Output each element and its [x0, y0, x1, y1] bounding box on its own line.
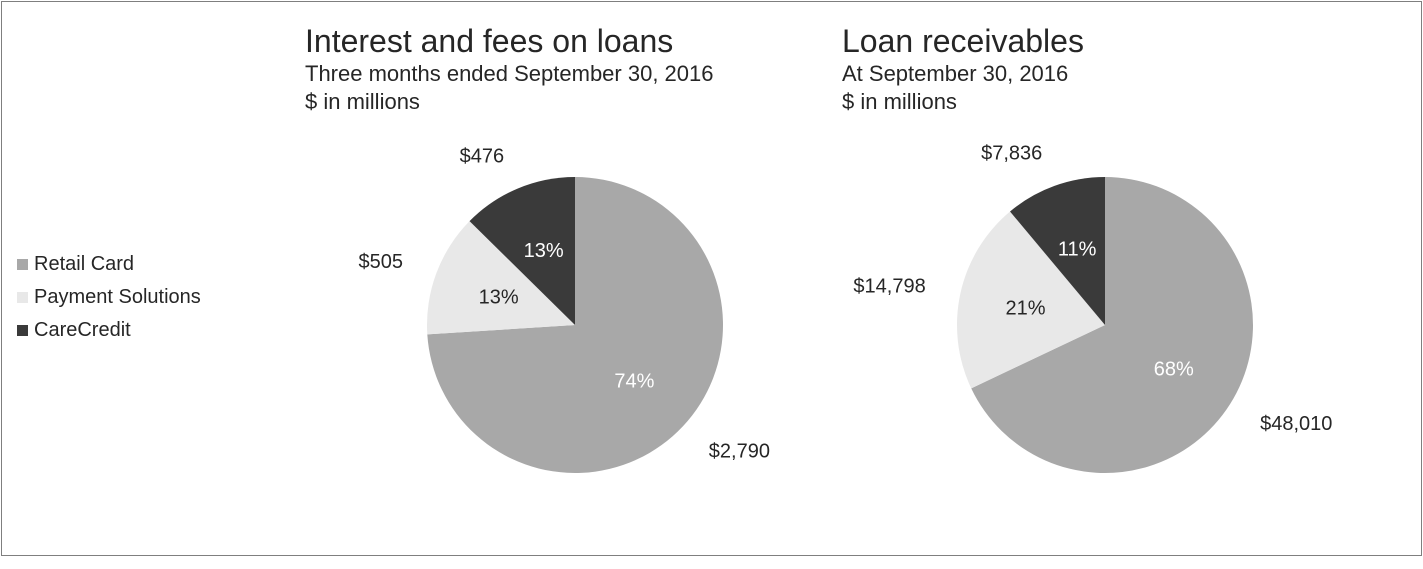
chart2-title: Loan receivables — [842, 23, 1084, 59]
pie-percent-label-carecredit: 11% — [1058, 239, 1097, 261]
pie-percent-label-retail-card: 74% — [614, 371, 654, 393]
pie-value-label-carecredit: $476 — [460, 146, 505, 168]
chart2-units-label: $ in millions — [842, 89, 957, 114]
pie-value-label-retail-card: $48,010 — [1260, 413, 1332, 435]
pie-value-label-payment-solutions: $14,798 — [853, 276, 925, 298]
legend-item-payment-solutions: Payment Solutions — [17, 281, 201, 314]
pie-value-label-payment-solutions: $505 — [359, 251, 404, 273]
legend-swatch-icon — [17, 292, 28, 303]
pie-percent-label-carecredit: 13% — [524, 240, 564, 262]
chart1-subtitle: Three months ended September 30, 2016 — [305, 61, 714, 86]
pie-slice-retail-card — [427, 177, 723, 474]
legend-swatch-icon — [17, 259, 28, 270]
chart2-subtitle: At September 30, 2016 — [842, 61, 1069, 86]
chart1-units-label: $ in millions — [305, 89, 420, 114]
pie-value-label-retail-card: $2,790 — [709, 441, 770, 463]
pie-percent-label-payment-solutions: 13% — [479, 287, 519, 309]
legend-item-carecredit: CareCredit — [17, 314, 201, 347]
legend-item-label: CareCredit — [34, 319, 131, 341]
pie-slice-payment-solutions — [426, 221, 575, 335]
pie-interest-and-fees-on-loans: 74% $2,790 13% $505 13% $476 — [359, 146, 770, 474]
chart1-header: Interest and fees on loans Three months … — [305, 22, 714, 116]
pie-slice-carecredit — [469, 177, 575, 325]
legend: Retail Card Payment Solutions CareCredit — [17, 248, 201, 347]
pie-percent-label-payment-solutions: 21% — [1005, 298, 1045, 320]
legend-item-label: Payment Solutions — [34, 286, 201, 308]
legend-swatch-icon — [17, 325, 28, 336]
pie-value-label-carecredit: $7,836 — [981, 143, 1042, 165]
legend-item-retail-card: Retail Card — [17, 248, 201, 281]
pie-loan-receivables: 68% $48,010 21% $14,798 11% $7,836 — [853, 143, 1332, 473]
pie-percent-label-retail-card: 68% — [1154, 359, 1194, 381]
chart1-title: Interest and fees on loans — [305, 23, 674, 59]
pie-slice-payment-solutions — [956, 211, 1105, 389]
legend-item-label: Retail Card — [34, 253, 135, 275]
chart-canvas: Interest and fees on loans Three months … — [1, 1, 1422, 556]
pie-slice-retail-card — [971, 177, 1253, 473]
pie-slice-carecredit — [1010, 177, 1105, 325]
chart2-header: Loan receivables At September 30, 2016 $… — [842, 22, 1084, 116]
pie-charts-canvas: 74% $2,790 13% $505 13% $476 68% $48,010 21% $14… — [359, 143, 1332, 474]
